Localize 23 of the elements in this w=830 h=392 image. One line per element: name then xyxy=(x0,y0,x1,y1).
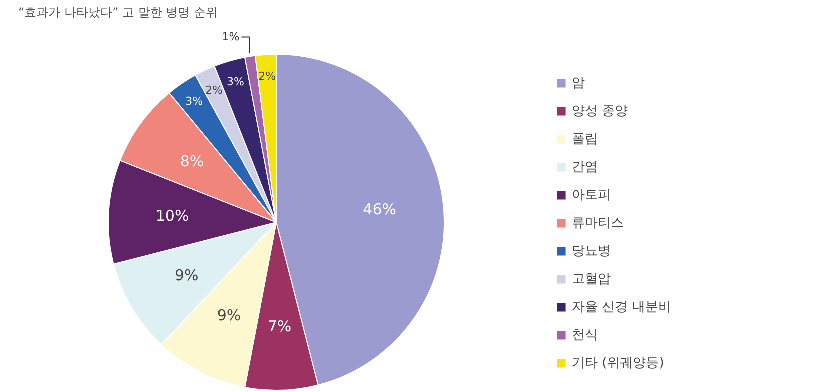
data-label: 46% xyxy=(363,200,397,218)
legend-label: 천식 xyxy=(572,327,598,344)
legend-label: 자율 신경 내분비 xyxy=(572,299,672,316)
legend-label: 아토피 xyxy=(572,187,611,204)
data-label: 10% xyxy=(156,206,190,225)
legend-label: 류마티스 xyxy=(572,215,624,232)
legend-label: 간염 xyxy=(572,159,598,176)
legend-label: 당뇨병 xyxy=(572,243,611,260)
data-label: 2% xyxy=(258,70,276,84)
data-label: 9% xyxy=(174,266,199,285)
legend-label: 기타 (위궤양등) xyxy=(572,355,664,372)
data-label: 8% xyxy=(180,152,204,170)
legend-label: 폴립 xyxy=(572,131,598,148)
legend-label: 암 xyxy=(572,75,586,92)
data-label: 9% xyxy=(217,306,242,324)
data-label: 3% xyxy=(226,76,244,89)
data-label: 3% xyxy=(186,95,204,108)
data-label: 7% xyxy=(268,318,292,336)
chart-title: “효과가 나타났다” 고 말한 병명 순위 xyxy=(18,6,218,20)
legend-label: 고혈압 xyxy=(572,271,611,288)
data-label: 2% xyxy=(206,84,223,97)
data-label: 1% xyxy=(222,30,240,44)
legend-label: 양성 종양 xyxy=(572,103,628,120)
